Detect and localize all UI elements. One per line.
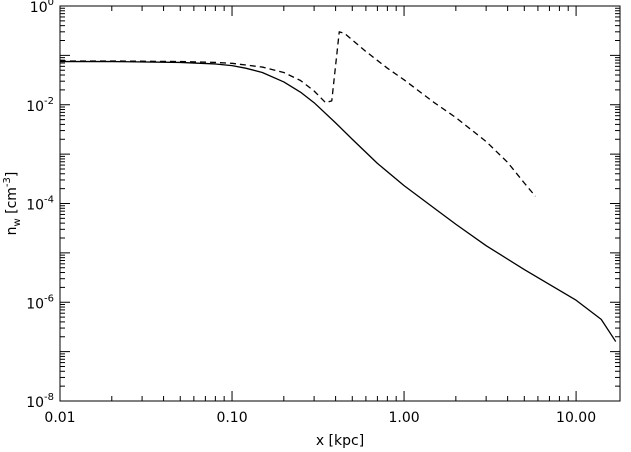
dashed-series-line	[60, 31, 536, 197]
series-layer	[60, 31, 617, 342]
y-axis-label-unit-open: [cm	[4, 187, 20, 218]
y-axis-label-base: n	[4, 227, 20, 236]
x-tick-label: 0.01	[44, 410, 75, 426]
x-tick-label: 1.00	[388, 410, 419, 426]
solid-series-line	[60, 60, 617, 342]
x-tick-label: 0.10	[216, 410, 247, 426]
y-axis-label-unit-close: ]	[4, 172, 20, 177]
tick-marks	[59, 5, 620, 402]
y-tick-label: 10-6	[26, 293, 54, 312]
y-tick-label: 10-8	[26, 392, 54, 411]
y-axis-label-unit-exp: -3	[2, 177, 13, 187]
y-tick-label: 100	[30, 0, 54, 16]
y-axis-label: nw [cm-3]	[2, 172, 23, 236]
y-axis-label-sub: w	[12, 218, 23, 226]
x-axis-label: x [kpc]	[316, 433, 364, 449]
x-tick-label: 10.00	[556, 410, 596, 426]
tick-labels: 0.01 0.10 1.00 10.00 100 10-2 10-4 10-6 10-8	[26, 0, 596, 426]
y-tick-label: 10-2	[26, 96, 54, 115]
y-tick-label: 10-4	[26, 195, 54, 214]
plot-frame	[59, 5, 621, 402]
